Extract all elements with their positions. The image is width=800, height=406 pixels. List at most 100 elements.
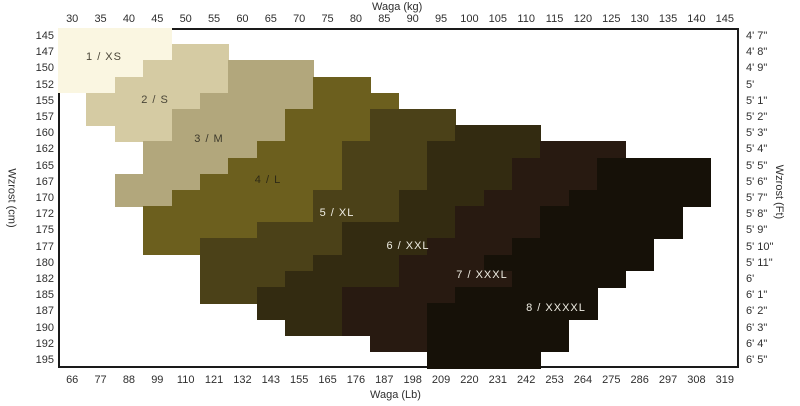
size-region-cell: [426, 238, 513, 256]
size-region-cell: [199, 238, 343, 256]
left-tick-label: 187: [35, 305, 54, 318]
size-region-cell: [426, 351, 541, 369]
size-region-cell: [58, 44, 173, 61]
size-region-cell: [256, 141, 343, 159]
right-tick-label: 6' 2": [746, 305, 768, 318]
bottom-tick-label: 242: [517, 374, 536, 386]
size-region-label: 5 / XL: [319, 207, 355, 219]
size-region-cell: [455, 206, 541, 223]
size-region-cell: [143, 206, 314, 223]
size-region-cell: [114, 125, 173, 142]
size-region-cell: [256, 222, 343, 240]
left-tick-label: 195: [35, 353, 54, 366]
top-tick-label: 105: [488, 13, 507, 25]
size-region-cell: [171, 189, 314, 207]
size-region-cell: [285, 270, 400, 288]
left-tick-label: 192: [35, 337, 54, 350]
size-region-cell: [313, 76, 371, 94]
top-tick-label: 35: [94, 13, 107, 25]
right-tick-label: 5' 1": [746, 94, 768, 107]
size-region-cell: [86, 92, 201, 110]
right-tick-label: 5' 9": [746, 224, 768, 237]
size-region-cell: [114, 189, 173, 207]
bottom-tick-label: 297: [658, 374, 678, 386]
size-region-cell: [512, 270, 627, 288]
size-region-cell: [455, 125, 541, 142]
right-tick-label: 5' 6": [746, 175, 768, 188]
size-region-cell: [313, 92, 400, 110]
top-tick-label: 135: [658, 13, 678, 25]
size-region-cell: [597, 157, 712, 175]
size-region-cell: [370, 335, 428, 353]
size-region-cell: [398, 189, 485, 207]
size-region-cell: [313, 189, 400, 207]
size-region-cell: [540, 206, 683, 223]
bottom-tick-label: 220: [460, 374, 479, 386]
top-tick-label: 110: [517, 13, 535, 25]
size-region-cell: [228, 157, 343, 175]
size-region-cell: [426, 157, 513, 175]
top-tick-label: 75: [321, 13, 334, 25]
left-tick-label: 145: [35, 30, 54, 43]
right-tick-label: 5': [746, 78, 755, 91]
bottom-tick-label: 253: [545, 374, 564, 386]
size-region-cell: [143, 157, 229, 175]
top-tick-label: 130: [630, 13, 649, 25]
top-tick-label: 45: [151, 13, 164, 25]
left-tick-label: 150: [35, 62, 54, 75]
size-region-cell: [114, 173, 201, 191]
size-region-cell: [370, 125, 456, 142]
right-tick-label: 5' 3": [746, 127, 768, 140]
size-region-cell: [228, 60, 314, 78]
top-tick-label: 80: [349, 13, 363, 25]
left-tick-label: 152: [35, 78, 54, 91]
bottom-tick-label: 88: [122, 374, 136, 386]
right-tick-label: 6' 3": [746, 321, 768, 334]
size-region-cell: [341, 222, 456, 240]
size-region-label: 7 / XXXL: [456, 269, 508, 281]
size-region-cell: [426, 173, 513, 191]
bottom-tick-label: 198: [403, 374, 422, 386]
top-axis-title: Waga (kg): [372, 1, 423, 13]
bottom-tick-label: 264: [573, 374, 593, 386]
bottom-tick-label: 121: [204, 374, 224, 386]
plot-area: [58, 28, 739, 369]
left-tick-label: 190: [35, 321, 54, 334]
size-region-cell: [313, 206, 400, 223]
top-tick-label: 55: [207, 13, 221, 25]
left-tick-label: 185: [35, 289, 54, 302]
size-region-cell: [455, 287, 598, 304]
left-tick-label: 172: [35, 208, 54, 221]
bottom-tick-label: 165: [318, 374, 337, 386]
bottom-tick-label: 209: [431, 374, 451, 386]
bottom-tick-label: 308: [687, 374, 706, 386]
size-region-cell: [341, 157, 428, 175]
top-tick-label: 50: [179, 13, 192, 25]
left-tick-label: 170: [35, 192, 54, 204]
size-region-cell: [512, 157, 598, 175]
size-region-cell: [398, 206, 456, 223]
top-tick-label: 120: [573, 13, 593, 25]
bottom-tick-label: 286: [630, 374, 649, 386]
size-region-cell: [426, 141, 541, 159]
bottom-tick-label: 231: [488, 374, 507, 386]
bottom-tick-label: 66: [66, 374, 79, 386]
bottom-tick-label: 77: [94, 374, 107, 386]
size-region-cell: [58, 60, 144, 78]
top-tick-label: 145: [715, 13, 734, 25]
bottom-tick-label: 99: [151, 374, 164, 386]
left-tick-label: 175: [35, 224, 54, 237]
top-tick-label: 125: [602, 13, 621, 25]
top-tick-label: 140: [687, 13, 706, 25]
size-region-cell: [341, 303, 428, 321]
size-region-cell: [426, 303, 598, 321]
size-region-cell: [256, 287, 343, 304]
top-tick-label: 40: [122, 13, 136, 25]
size-region-cell: [228, 76, 314, 94]
top-tick-label: 95: [434, 13, 448, 25]
left-tick-label: 177: [35, 240, 54, 253]
right-tick-label: 5' 8": [746, 208, 768, 221]
bottom-tick-label: 187: [375, 374, 394, 386]
size-region-cell: [398, 270, 513, 288]
